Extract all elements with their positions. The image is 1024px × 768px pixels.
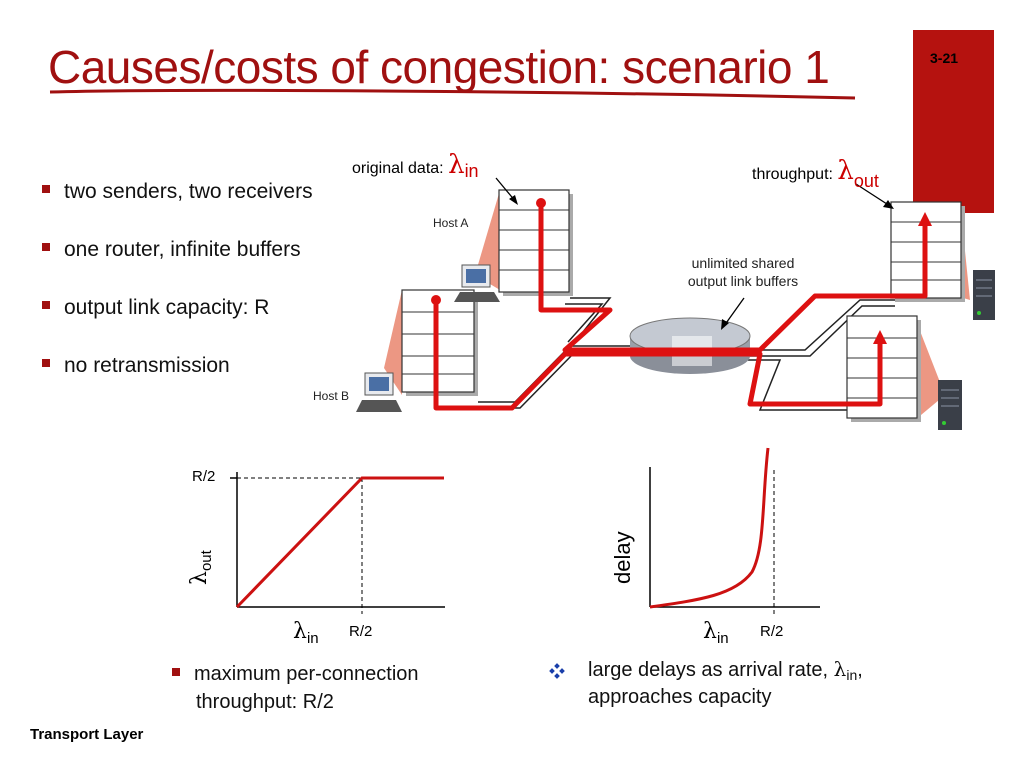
receiver-bottom-cone bbox=[915, 318, 945, 420]
caption-left: maximum per-connection throughput: R/2 bbox=[172, 660, 419, 716]
host-a-computer-icon bbox=[454, 264, 500, 302]
diamond-bullet-icon bbox=[549, 663, 565, 679]
slide-corner-tab bbox=[913, 30, 994, 213]
bullet-square-icon bbox=[42, 243, 50, 252]
title-underline bbox=[49, 88, 856, 100]
throughput-arrow bbox=[855, 183, 891, 207]
slide-number: 3-21 bbox=[930, 50, 959, 66]
left-y-axis-label: λout bbox=[187, 550, 215, 585]
buffer-callout-arrow bbox=[723, 297, 745, 327]
receiver-top-buffer bbox=[890, 201, 965, 302]
delay-curve bbox=[649, 447, 770, 609]
host-a-label: Host A bbox=[433, 216, 469, 230]
router-icon bbox=[629, 317, 751, 374]
left-x-tick-label: R/2 bbox=[349, 623, 373, 640]
bullet-square-icon bbox=[42, 301, 50, 310]
arrowhead-top bbox=[918, 212, 932, 226]
chart-right bbox=[649, 447, 820, 614]
arrowhead-bottom bbox=[873, 330, 887, 344]
host-b-computer-icon bbox=[356, 372, 402, 412]
left-x-axis-label: λin bbox=[293, 619, 319, 647]
throughput-label: throughput: λout bbox=[752, 156, 879, 191]
left-y-tick-label: R/2 bbox=[192, 468, 216, 485]
right-x-tick-label: R/2 bbox=[760, 623, 784, 640]
page-title: Causes/costs of congestion: scenario 1 bbox=[48, 41, 830, 93]
bullet-item: no retransmission bbox=[42, 354, 230, 378]
bullet-item: one router, infinite buffers bbox=[42, 238, 301, 262]
flow-paths bbox=[433, 203, 928, 411]
host-b-buffer bbox=[401, 289, 478, 396]
chart-left bbox=[230, 472, 445, 614]
server-top-icon bbox=[973, 270, 995, 320]
bullet-square-icon bbox=[172, 667, 180, 676]
right-x-axis-label: λin bbox=[703, 619, 729, 647]
host-a-source-dot bbox=[536, 198, 546, 208]
bullet-square-icon bbox=[42, 359, 50, 368]
footer: Transport Layer bbox=[30, 726, 144, 743]
host-b-source-dot bbox=[431, 295, 441, 305]
throughput-curve bbox=[235, 476, 444, 609]
host-b-cone bbox=[384, 290, 402, 395]
host-b-label: Host B bbox=[313, 389, 350, 403]
original-data-label: original data: λin bbox=[352, 150, 479, 181]
bullet-item: two senders, two receivers bbox=[42, 180, 313, 204]
caption-right: large delays as arrival rate, λin, appro… bbox=[588, 657, 863, 708]
buffer-label: unlimited shared output link buffers bbox=[687, 255, 799, 289]
server-bottom-icon bbox=[938, 380, 962, 430]
right-y-axis-label: delay bbox=[610, 531, 635, 584]
host-a-buffer bbox=[498, 189, 573, 296]
bullet-square-icon bbox=[42, 185, 50, 194]
bullet-item: output link capacity: R bbox=[42, 296, 269, 320]
